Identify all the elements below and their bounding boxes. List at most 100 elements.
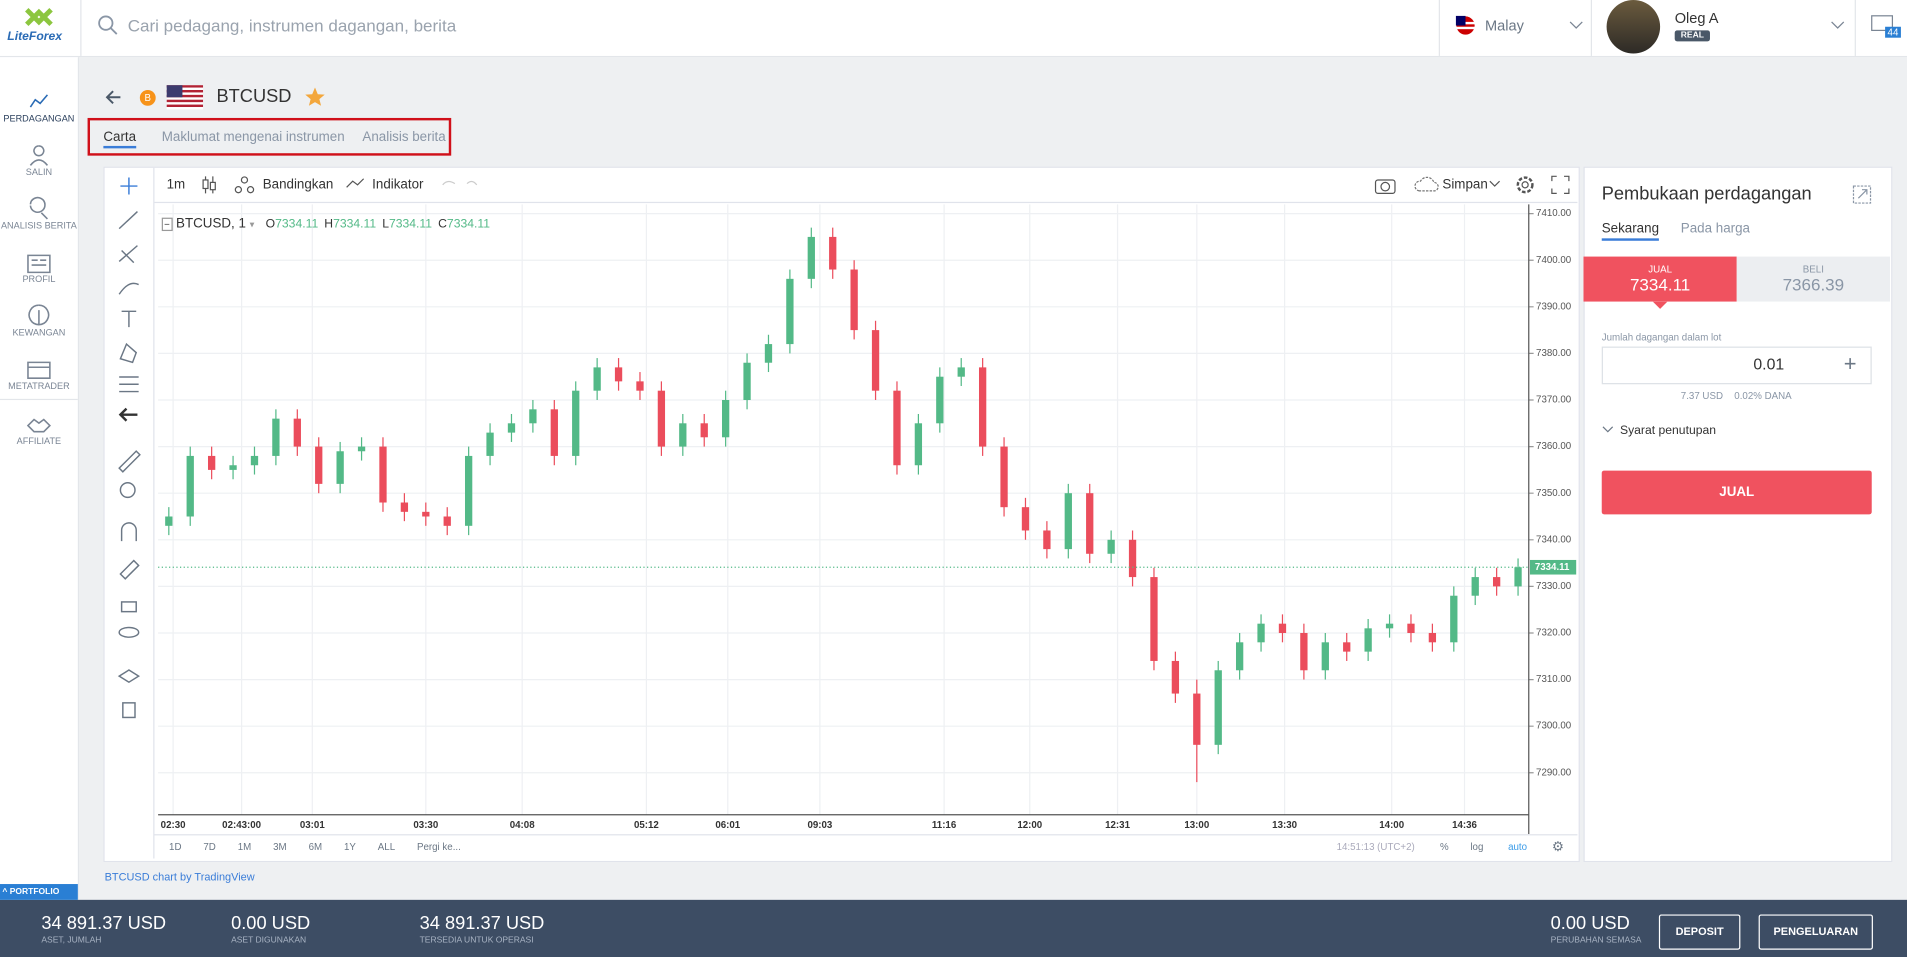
nav-icon <box>27 361 51 379</box>
sell-price: 7334.11 <box>1629 274 1691 295</box>
ohlc-value: 7334.11 <box>275 217 319 232</box>
candle-body <box>186 455 194 517</box>
tab[interactable]: Analisis berita <box>362 130 446 145</box>
candle-body <box>700 423 708 438</box>
candle-body <box>1364 628 1372 652</box>
screenshot-icon[interactable] <box>1374 175 1396 194</box>
tab-active[interactable]: Carta <box>103 130 137 149</box>
sell-pointer <box>1652 301 1668 309</box>
nav-item[interactable]: SALIN <box>0 141 78 190</box>
settings-icon[interactable] <box>1514 174 1536 196</box>
candle-body <box>914 423 923 466</box>
lot-input[interactable] <box>1601 346 1872 385</box>
back-arrow[interactable] <box>103 88 122 107</box>
cloud-icon <box>1414 176 1439 192</box>
stat-value: 34 891.37 USD <box>419 913 545 934</box>
language[interactable]: Malay <box>1484 17 1524 35</box>
y-tick-label: 7310.00 <box>1536 674 1572 685</box>
y-tick-label: 7370.00 <box>1536 395 1572 406</box>
messages-icon[interactable] <box>1871 15 1898 37</box>
candle-body <box>1385 623 1394 629</box>
interval[interactable]: 1m <box>166 177 186 193</box>
search-input[interactable]: Cari pedagang, instrumen dagangan, berit… <box>127 15 457 36</box>
nav-icon <box>29 94 49 108</box>
x-tick-label: 04:08 <box>510 820 535 831</box>
range-button[interactable]: 7D <box>203 841 216 853</box>
stat-label: ASET, JUMLAH <box>41 936 102 945</box>
chevron <box>1831 21 1845 29</box>
tab[interactable]: Maklumat mengenai instrumen <box>161 130 345 145</box>
nav-item[interactable]: PROFIL <box>0 248 78 297</box>
candle-body <box>1492 577 1501 587</box>
candle-body <box>550 409 558 456</box>
y-tick-label: 7320.00 <box>1536 628 1572 639</box>
nav-item[interactable]: KEWANGAN <box>0 302 78 351</box>
credit[interactable]: BTCUSD chart by TradingView <box>104 870 255 883</box>
range-button[interactable]: 1D <box>169 841 182 853</box>
range-settings[interactable]: ⚙ <box>1551 840 1564 855</box>
log-option[interactable]: log <box>1470 841 1484 853</box>
fullscreen-icon[interactable] <box>1551 175 1570 194</box>
drawing-tools <box>105 167 155 859</box>
range-button[interactable]: 6M <box>308 841 323 853</box>
deposit-button[interactable]: DEPOSIT <box>1658 914 1741 950</box>
flag-my <box>1455 15 1476 35</box>
candle-body <box>657 390 666 447</box>
x-tick-label: 02:43:00 <box>222 820 261 831</box>
percent-option[interactable]: % <box>1439 841 1449 853</box>
range-button[interactable]: ALL <box>377 841 396 853</box>
y-tick-label: 7300.00 <box>1536 721 1572 732</box>
range-button[interactable]: Pergi ke... <box>417 841 461 853</box>
portfolio-label: PORTFOLIO <box>9 887 60 897</box>
nav-item[interactable]: AFFILIATE <box>0 410 78 459</box>
margin: 7.37 USD <box>1680 390 1723 402</box>
withdraw-button[interactable]: PENGELUARAN <box>1758 914 1873 950</box>
portfolio-tab[interactable]: ^ PORTFOLIO <box>0 884 78 900</box>
favorite-star[interactable] <box>304 86 326 107</box>
btc-icon: B <box>139 89 156 106</box>
candle-body <box>1257 623 1265 643</box>
nav-item[interactable]: ANALISIS BERITA <box>0 195 78 244</box>
x-tick-label: 12:00 <box>1017 820 1042 831</box>
nav-label: PERDAGANGAN <box>3 113 75 125</box>
candle-body <box>1193 693 1201 745</box>
candle-body <box>1171 660 1180 694</box>
nav-item[interactable]: METATRADER <box>0 355 78 404</box>
candle-body <box>1000 446 1008 508</box>
compare[interactable]: Bandingkan <box>262 177 334 193</box>
x-tick-label: 03:01 <box>300 820 325 831</box>
range-button[interactable]: 3M <box>273 841 287 853</box>
change-value: 0.00 USD <box>1550 913 1630 934</box>
symbol: BTCUSD <box>216 86 292 108</box>
candle-body <box>1043 530 1051 550</box>
sell-button[interactable]: JUAL <box>1601 470 1872 515</box>
candle-body <box>593 367 601 391</box>
candle-body <box>1278 623 1287 633</box>
ohlc-label: H <box>324 217 334 232</box>
candle-body <box>572 390 580 456</box>
close-conditions[interactable]: Syarat penutupan <box>1619 424 1717 438</box>
nav-item[interactable]: PERDAGANGAN <box>0 88 78 137</box>
buy-box[interactable]: BELI 7366.39 <box>1736 256 1890 302</box>
candle-body <box>336 451 344 484</box>
panel-tab-active[interactable]: Sekarang <box>1601 221 1660 241</box>
candle-body <box>679 423 687 447</box>
x-tick-label: 13:30 <box>1272 820 1297 831</box>
candle-type-icon[interactable] <box>201 175 218 194</box>
indicators[interactable]: Indikator <box>372 177 424 193</box>
auto-option[interactable]: auto <box>1508 841 1528 853</box>
candle-body <box>807 236 815 279</box>
range-button[interactable]: 1M <box>237 841 252 853</box>
candle-body <box>871 330 880 391</box>
y-tick-label: 7330.00 <box>1536 581 1572 592</box>
candle-body <box>786 278 794 345</box>
panel-tab[interactable]: Pada harga <box>1680 221 1750 236</box>
expand-icon[interactable] <box>1852 185 1872 204</box>
range-button[interactable]: 1Y <box>343 841 356 853</box>
save[interactable]: Simpan <box>1442 177 1488 193</box>
candle-body <box>1235 642 1244 671</box>
lot-plus[interactable]: + <box>1843 351 1857 376</box>
sell-box[interactable]: JUAL 7334.11 <box>1583 256 1737 302</box>
candle-body <box>936 376 944 424</box>
candle-body <box>721 400 730 438</box>
